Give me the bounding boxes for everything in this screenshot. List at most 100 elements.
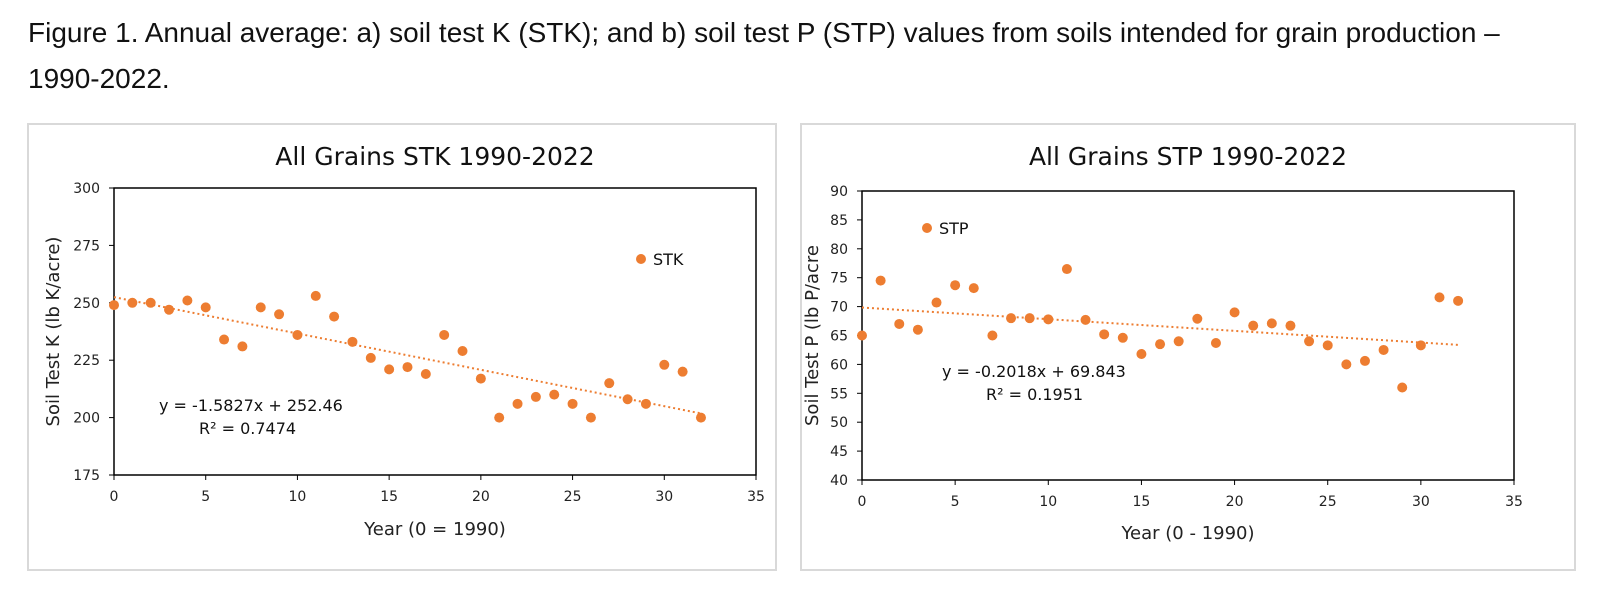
stp-y-tick-label: 45	[830, 444, 848, 460]
stk-data-point	[200, 302, 211, 313]
stp-data-point	[1099, 329, 1110, 340]
stp-y-tick-label: 60	[830, 357, 848, 373]
stk-plot-area	[113, 187, 757, 476]
stp-data-point	[1192, 313, 1203, 324]
stk-data-point	[384, 364, 395, 375]
stp-y-tick-label: 75	[830, 271, 848, 287]
stk-data-point	[475, 373, 486, 384]
stk-legend-label: STK	[653, 250, 684, 269]
stk-chart: All Grains STK 1990-20221752002252502753…	[43, 142, 765, 540]
stk-data-point	[365, 352, 376, 363]
stp-data-point	[1378, 344, 1389, 355]
stp-data-point	[1359, 355, 1370, 366]
stp-x-tick-label: 0	[858, 494, 867, 510]
stp-data-point	[857, 330, 867, 341]
stk-x-axis-label: Year (0 = 1990)	[363, 519, 506, 540]
stk-x-tick-label: 20	[472, 489, 490, 505]
stp-data-point	[1210, 338, 1221, 349]
stp-x-tick-label: 35	[1505, 494, 1523, 510]
stk-data-point	[695, 412, 706, 423]
stk-data-point	[182, 295, 193, 306]
stk-x-tick-label: 0	[110, 489, 119, 505]
stp-y-tick-label: 85	[830, 213, 848, 229]
stp-y-tick-label: 55	[830, 386, 848, 402]
stp-data-point	[1080, 314, 1091, 325]
stk-data-point	[145, 297, 156, 308]
stk-data-point	[310, 290, 321, 301]
stk-data-point	[274, 309, 285, 320]
stp-y-tick-label: 90	[830, 184, 848, 200]
stp-data-point	[1434, 292, 1445, 303]
stk-x-tick-label: 30	[655, 489, 673, 505]
stp-data-point	[1155, 339, 1166, 350]
stk-data-point	[420, 368, 431, 379]
stp-data-point	[987, 330, 998, 341]
stk-data-point	[255, 302, 266, 313]
stk-y-tick-label: 250	[73, 296, 100, 312]
stp-data-point	[912, 324, 923, 335]
stp-y-tick-label: 50	[830, 415, 848, 431]
stp-chart: All Grains STP 1990-20224045505560657075…	[802, 142, 1523, 544]
stk-x-tick-label: 25	[564, 489, 582, 505]
stp-x-tick-label: 5	[951, 494, 960, 510]
stp-trend-equation: y = -0.2018x + 69.843	[942, 362, 1126, 381]
stk-data-point	[237, 341, 248, 352]
stp-data-point	[1453, 295, 1464, 306]
stk-data-point	[219, 334, 230, 345]
stk-trend-r2: R² = 0.7474	[199, 419, 296, 438]
stk-data-point	[567, 398, 578, 409]
stp-y-tick-label: 70	[830, 300, 848, 316]
stp-data-point	[1136, 348, 1147, 359]
stk-data-point	[329, 311, 340, 322]
stk-y-axis-label: Soil Test K (lb K/acre)	[43, 237, 64, 427]
stk-data-point	[127, 297, 138, 308]
stp-data-point	[1061, 264, 1072, 275]
stp-data-point	[950, 280, 961, 291]
stk-legend-marker	[636, 254, 646, 264]
stk-x-tick-label: 15	[380, 489, 398, 505]
stp-y-tick-label: 80	[830, 242, 848, 258]
stp-legend-label: STP	[939, 219, 969, 238]
stk-y-tick-label: 200	[73, 411, 100, 427]
stp-data-point	[1173, 336, 1184, 347]
chart-panel-stk: All Grains STK 1990-2022 175 200 225 250 275 3…	[27, 123, 777, 571]
stp-x-tick-label: 15	[1133, 494, 1151, 510]
stp-data-point	[875, 275, 886, 286]
stp-data-point	[1322, 340, 1333, 351]
stp-x-tick-label: 25	[1319, 494, 1337, 510]
stp-data-point	[1341, 359, 1352, 370]
stk-data-point	[109, 300, 119, 311]
stp-data-point	[1117, 332, 1128, 343]
stk-data-point	[439, 329, 450, 340]
stp-data-point	[1043, 314, 1054, 325]
stp-data-point	[1266, 318, 1277, 329]
stp-data-point	[1248, 320, 1259, 331]
stp-data-point	[1285, 320, 1296, 331]
stp-data-point	[1304, 336, 1315, 347]
stk-data-point	[512, 398, 523, 409]
stk-trend-equation: y = -1.5827x + 252.46	[159, 396, 343, 415]
stk-x-tick-label: 10	[289, 489, 307, 505]
stp-data-point	[1024, 313, 1035, 324]
stk-data-point	[640, 398, 651, 409]
stk-x-tick-label: 35	[747, 489, 765, 505]
figure-caption: Figure 1. Annual average: a) soil test K…	[28, 17, 1500, 94]
stk-data-point	[494, 412, 505, 423]
stp-data-point	[1229, 307, 1240, 318]
stp-legend-marker	[922, 223, 932, 233]
stp-y-tick-label: 40	[830, 473, 848, 489]
stk-y-tick-label: 225	[73, 353, 100, 369]
stp-chart-title: All Grains STP 1990-2022	[1029, 142, 1347, 171]
stp-x-tick-label: 30	[1412, 494, 1430, 510]
stk-data-point	[347, 336, 358, 347]
stk-data-point	[402, 362, 413, 373]
stk-y-tick-label: 300	[73, 181, 100, 197]
stk-data-point	[530, 391, 541, 402]
stp-x-tick-label: 10	[1039, 494, 1057, 510]
stp-data-point	[1006, 313, 1017, 324]
stp-x-axis-label: Year (0 - 1990)	[1120, 523, 1254, 544]
stp-y-tick-label: 65	[830, 329, 848, 345]
stp-y-axis-label: Soil Test P (lb P/acre	[802, 245, 823, 426]
stp-data-point	[931, 297, 942, 308]
stk-data-point	[604, 378, 615, 389]
